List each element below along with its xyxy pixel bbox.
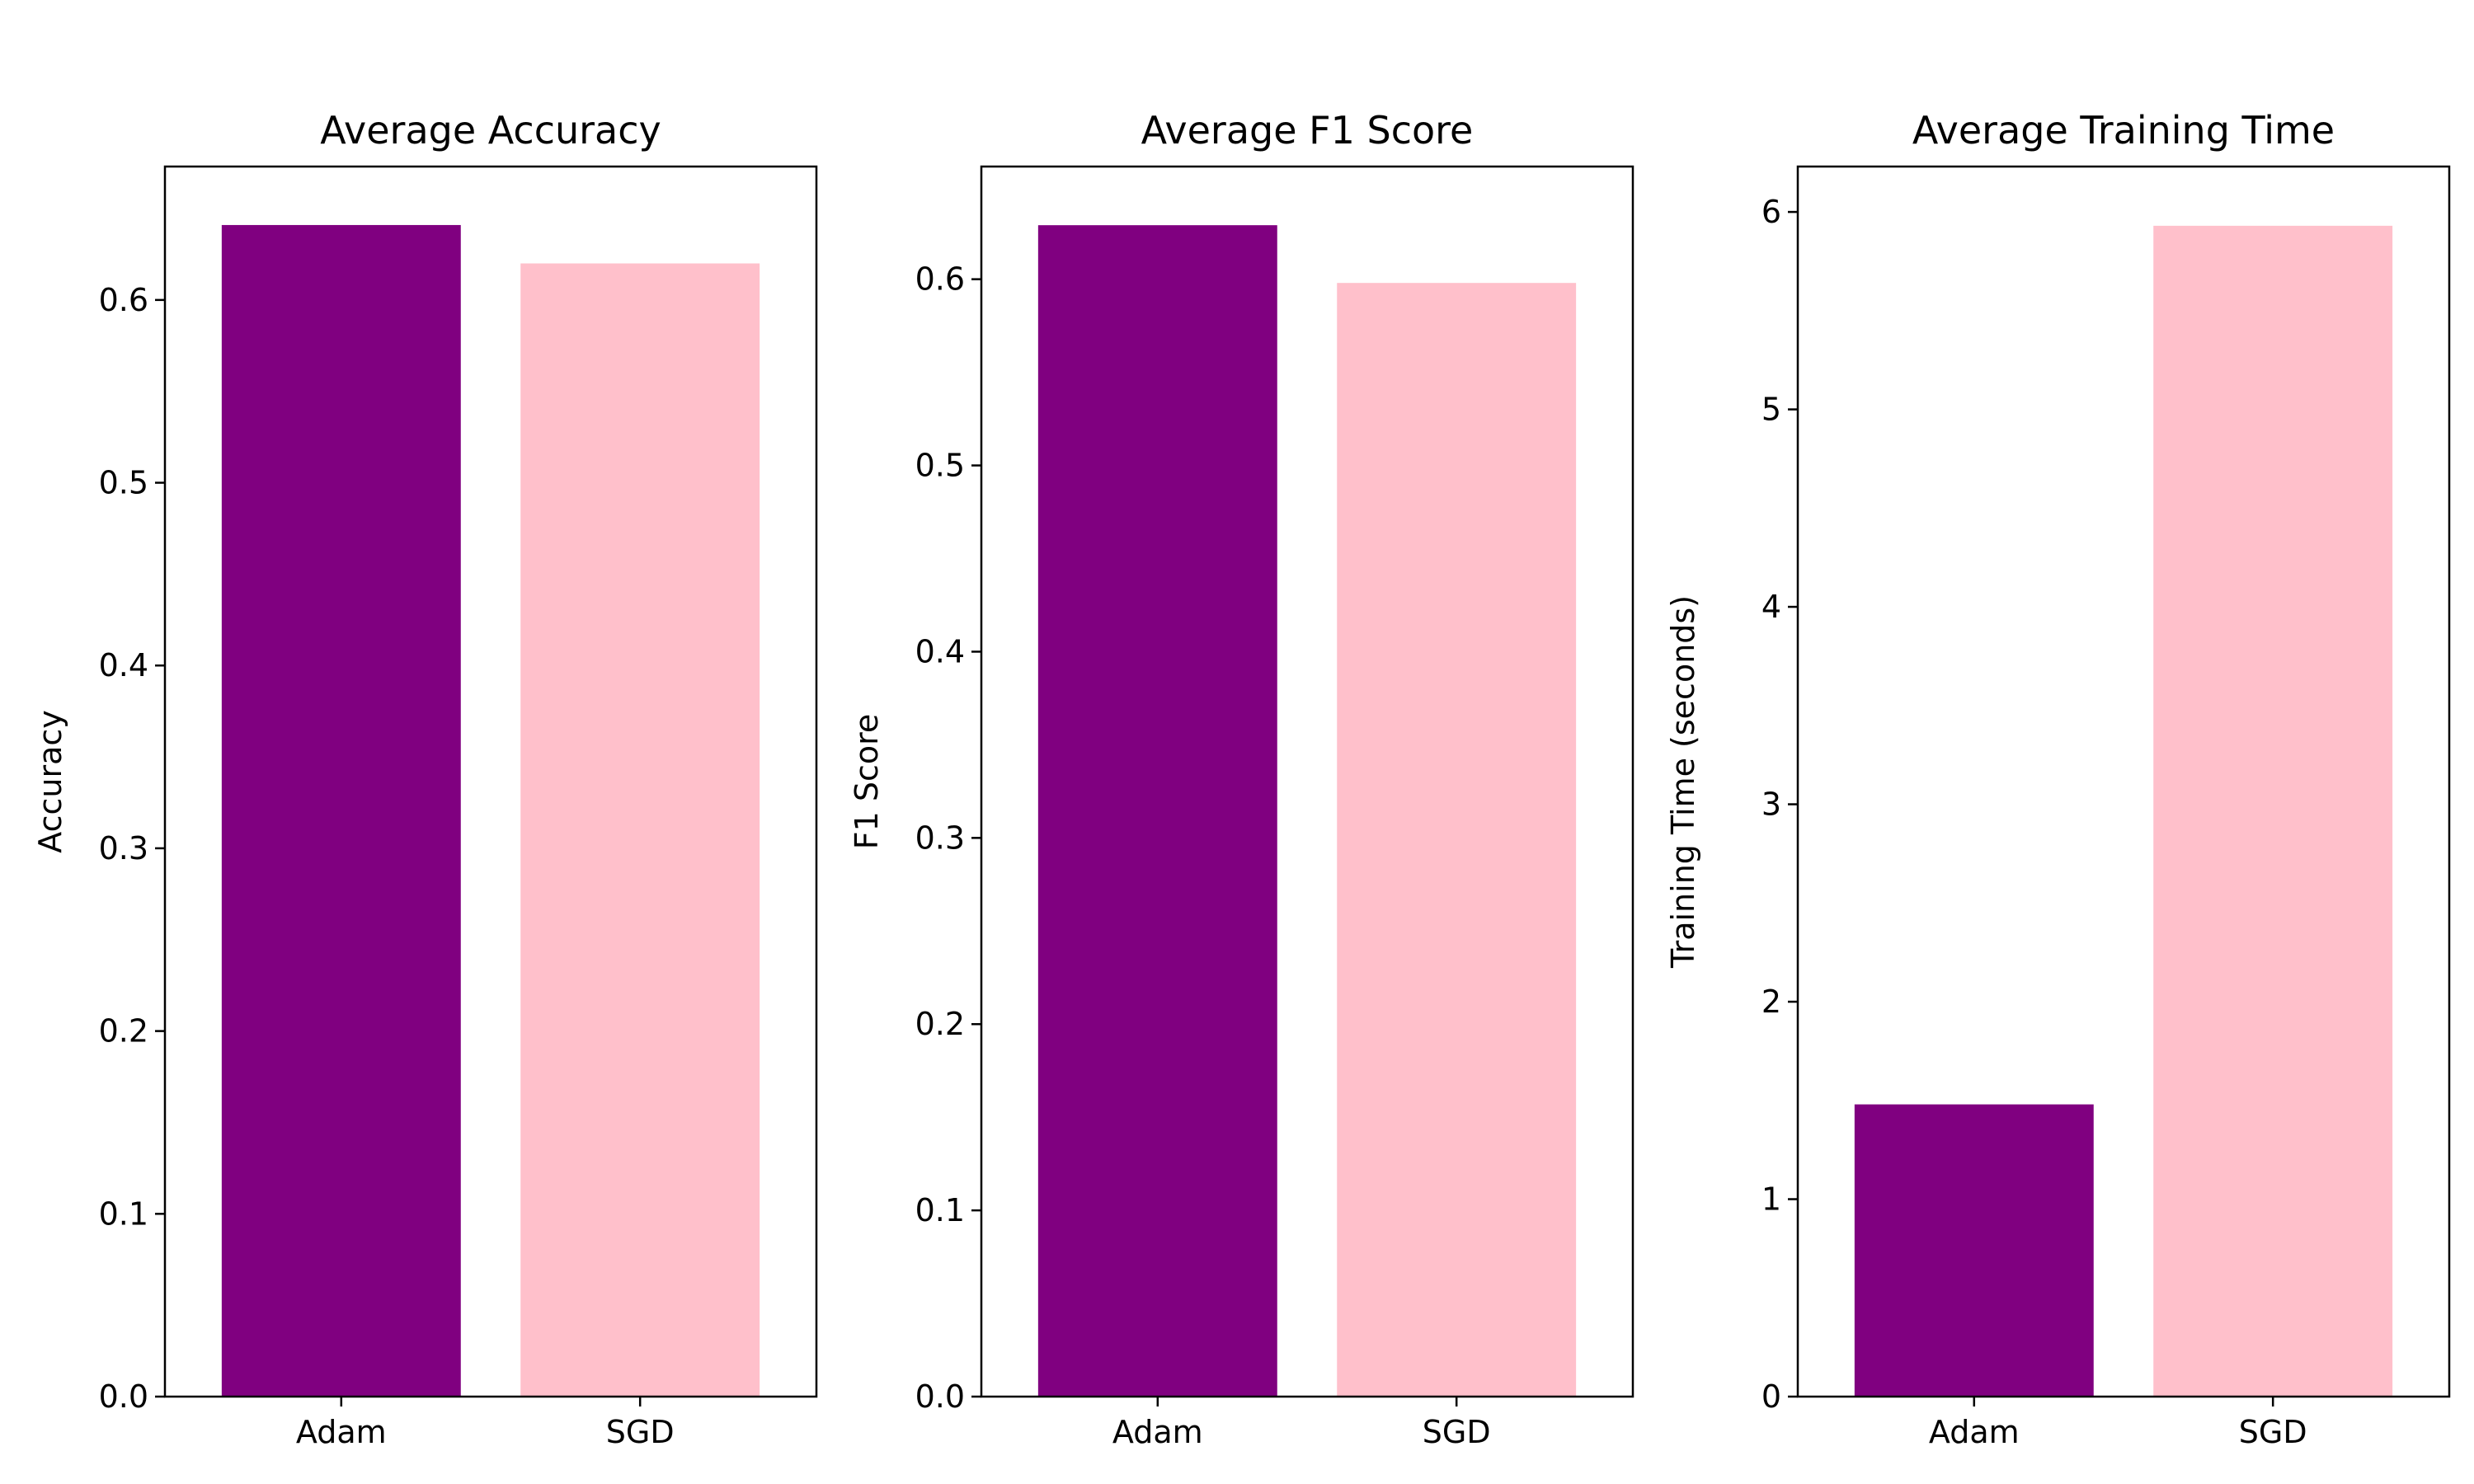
y-tick-label: 0.5 (99, 465, 148, 501)
bar-adam (1037, 225, 1277, 1397)
bar-adam (221, 224, 461, 1397)
y-tick-label: 5 (1761, 392, 1781, 428)
y-tick-label: 0.5 (915, 448, 965, 484)
panel-training-time: Average Training Time Training Time (sec… (1665, 108, 2451, 1450)
x-tick-label: SGD (2239, 1414, 2307, 1450)
y-tick-label: 0 (1761, 1378, 1781, 1415)
y-tick-label: 0.4 (99, 647, 148, 683)
y-tick-label: 0.0 (915, 1378, 965, 1415)
x-axis-ticks: Adam SGD (1112, 1397, 1491, 1450)
panel-title: Average F1 Score (1141, 108, 1474, 153)
bars (221, 224, 760, 1397)
axes-frame (163, 165, 818, 1398)
y-axis-ticks: 0 1 2 3 4 5 6 (1761, 194, 1798, 1415)
y-tick-label: 3 (1761, 787, 1781, 823)
y-axis-ticks: 0.0 0.1 0.2 0.3 0.4 0.5 0.6 (99, 282, 165, 1415)
y-tick-label: 0.1 (915, 1192, 965, 1228)
bars (1854, 225, 2393, 1397)
x-axis-ticks: Adam SGD (296, 1397, 675, 1450)
y-tick-label: 0.3 (99, 830, 148, 866)
x-tick-label: SGD (606, 1414, 675, 1450)
y-tick-label: 6 (1761, 194, 1781, 230)
x-tick-label: Adam (1929, 1414, 2020, 1450)
bar-sgd (1337, 283, 1577, 1397)
x-tick-label: Adam (1112, 1414, 1203, 1450)
panel-accuracy: Average Accuracy Accuracy 0.00.10.20.30.… (32, 108, 818, 1450)
y-tick-label: 4 (1761, 589, 1781, 625)
panel-f1-score: Average F1 Score F1 Score 0.00.10.20.30.… (849, 108, 1634, 1450)
x-tick-label: SGD (1423, 1414, 1491, 1450)
panel-title: Average Training Time (1912, 108, 2335, 153)
bars (1037, 225, 1577, 1397)
y-axis-label: Accuracy (32, 710, 68, 853)
y-tick-label: 0.6 (915, 261, 965, 298)
bar-sgd (520, 263, 760, 1397)
x-axis-ticks: Adam SGD (1929, 1397, 2307, 1450)
y-tick-label: 0.2 (99, 1013, 148, 1050)
axes-frame (1796, 165, 2451, 1398)
y-tick-label: 0.6 (99, 282, 148, 318)
y-axis-label: Training Time (seconds) (1665, 595, 1701, 969)
panel-title: Average Accuracy (320, 108, 661, 153)
axes-frame (980, 165, 1634, 1398)
y-tick-label: 0.1 (99, 1195, 148, 1232)
y-axis-ticks: 0.0 0.1 0.2 0.3 0.4 0.5 0.6 (915, 261, 981, 1415)
y-tick-label: 0.4 (915, 633, 965, 669)
y-tick-label: 0.3 (915, 819, 965, 856)
x-tick-label: Adam (296, 1414, 387, 1450)
bar-adam (1854, 1104, 2094, 1397)
y-tick-label: 0.2 (915, 1006, 965, 1042)
y-tick-label: 1 (1761, 1181, 1781, 1218)
bar-sgd (2153, 225, 2393, 1397)
y-tick-label: 0.0 (99, 1378, 148, 1415)
y-axis-label: F1 Score (849, 714, 885, 850)
y-tick-label: 2 (1761, 984, 1781, 1020)
